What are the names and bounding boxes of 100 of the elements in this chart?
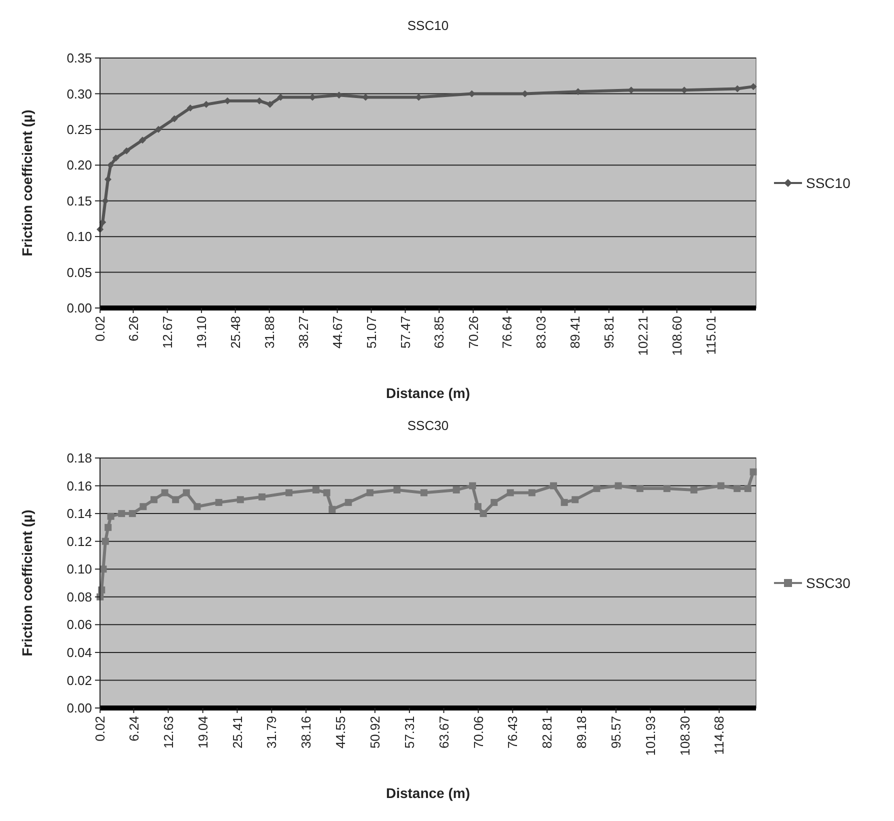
x-tick-label: 12.63 xyxy=(160,716,176,749)
x-tick-label: 25.48 xyxy=(228,316,243,349)
point xyxy=(636,485,644,492)
point xyxy=(490,498,498,506)
y-tick-label: 0.04 xyxy=(66,644,92,660)
point xyxy=(593,485,600,492)
point xyxy=(420,489,428,496)
point xyxy=(366,489,374,496)
y-tick-label: 0.00 xyxy=(66,700,92,716)
y-tick-label: 0.08 xyxy=(66,589,92,604)
point xyxy=(215,498,222,506)
x-tick-label: 70.26 xyxy=(466,316,481,349)
x-tick-label: 31.88 xyxy=(262,316,277,349)
y-axis-title: Friction coefficient (µ) xyxy=(19,510,35,656)
x-tick-label: 63.67 xyxy=(436,716,452,749)
x-tick-label: 63.85 xyxy=(432,316,447,349)
point xyxy=(258,493,266,500)
chart-title: SSC10 xyxy=(407,18,449,33)
x-tick-label: 38.16 xyxy=(298,716,314,749)
x-tick-label: 6.26 xyxy=(126,316,141,342)
x-tick-label: 0.02 xyxy=(92,716,108,742)
y-tick-label: 0.12 xyxy=(66,534,92,549)
point xyxy=(170,115,178,122)
x-tick-label: 19.04 xyxy=(195,716,210,749)
point xyxy=(690,486,698,494)
point xyxy=(161,489,168,496)
point xyxy=(123,147,130,154)
y-tick-label: 0.05 xyxy=(66,264,92,280)
legend-label: SSC30 xyxy=(806,574,851,591)
point xyxy=(118,510,126,518)
point xyxy=(236,496,244,504)
y-axis-title: Friction coefficient (µ) xyxy=(19,110,35,256)
chart-title: SSC30 xyxy=(407,418,449,433)
x-tick-label: 108.60 xyxy=(669,316,684,356)
x-axis-title: Distance (m) xyxy=(386,785,470,801)
point xyxy=(452,486,460,494)
x-tick-label: 95.57 xyxy=(608,716,624,749)
legend-label: SSC10 xyxy=(806,174,851,191)
y-tick-label: 0.14 xyxy=(66,506,92,522)
x-tick-label: 38.27 xyxy=(296,316,311,349)
point xyxy=(154,126,162,133)
point xyxy=(285,489,292,496)
x-tick-label: 114.68 xyxy=(712,716,727,755)
point xyxy=(474,503,482,510)
y-tick-label: 0.16 xyxy=(66,478,92,494)
x-tick-label: 101.93 xyxy=(642,716,658,756)
point xyxy=(312,486,320,494)
point xyxy=(107,512,114,520)
x-tick-label: 44.55 xyxy=(333,716,348,749)
x-tick-label: 57.31 xyxy=(402,716,417,749)
point xyxy=(560,498,568,506)
x-tick-label: 31.79 xyxy=(264,716,280,749)
y-tick-label: 0.20 xyxy=(66,158,92,173)
point xyxy=(663,485,670,492)
y-tick-label: 0.18 xyxy=(66,450,92,466)
y-tick-label: 0.10 xyxy=(66,562,92,577)
x-tick-label: 89.18 xyxy=(574,716,590,749)
point xyxy=(469,482,476,490)
point xyxy=(750,468,757,476)
point xyxy=(480,510,487,518)
point xyxy=(550,482,558,490)
point xyxy=(393,486,400,494)
x-tick-label: 57.47 xyxy=(398,316,413,349)
x-tick-label: 115.01 xyxy=(703,316,718,355)
x-tick-label: 108.30 xyxy=(677,716,692,756)
point xyxy=(744,485,752,492)
x-tick-label: 76.43 xyxy=(505,716,520,749)
x-tick-label: 102.21 xyxy=(635,316,650,356)
point xyxy=(112,154,120,162)
point xyxy=(102,538,109,545)
x-tick-label: 76.64 xyxy=(500,316,515,349)
x-tick-label: 44.67 xyxy=(330,316,345,349)
point xyxy=(506,489,514,496)
point xyxy=(107,162,114,169)
point xyxy=(328,506,336,513)
x-tick-label: 83.03 xyxy=(534,316,549,349)
x-tick-label: 12.67 xyxy=(160,316,175,349)
x-tick-label: 0.02 xyxy=(92,316,108,342)
y-tick-label: 0.06 xyxy=(66,617,92,632)
point xyxy=(104,524,112,531)
x-tick-label: 89.41 xyxy=(567,316,582,349)
x-tick-label: 95.81 xyxy=(601,316,616,349)
y-tick-label: 0.02 xyxy=(66,672,92,688)
x-axis-title: Distance (m) xyxy=(386,385,470,401)
point xyxy=(194,503,201,510)
point xyxy=(182,489,190,496)
y-tick-label: 0.25 xyxy=(66,122,92,137)
point xyxy=(572,496,579,504)
y-tick-label: 0.15 xyxy=(66,193,92,208)
point xyxy=(138,136,146,144)
point xyxy=(344,498,352,506)
point xyxy=(717,482,724,490)
y-tick-label: 0.30 xyxy=(66,86,92,102)
x-tick-label: 25.41 xyxy=(230,716,245,749)
y-tick-label: 0.00 xyxy=(66,300,92,316)
point xyxy=(186,104,194,112)
point xyxy=(150,496,158,504)
point xyxy=(128,510,136,518)
x-tick-label: 6.24 xyxy=(126,716,142,742)
x-tick-label: 51.07 xyxy=(364,316,379,349)
